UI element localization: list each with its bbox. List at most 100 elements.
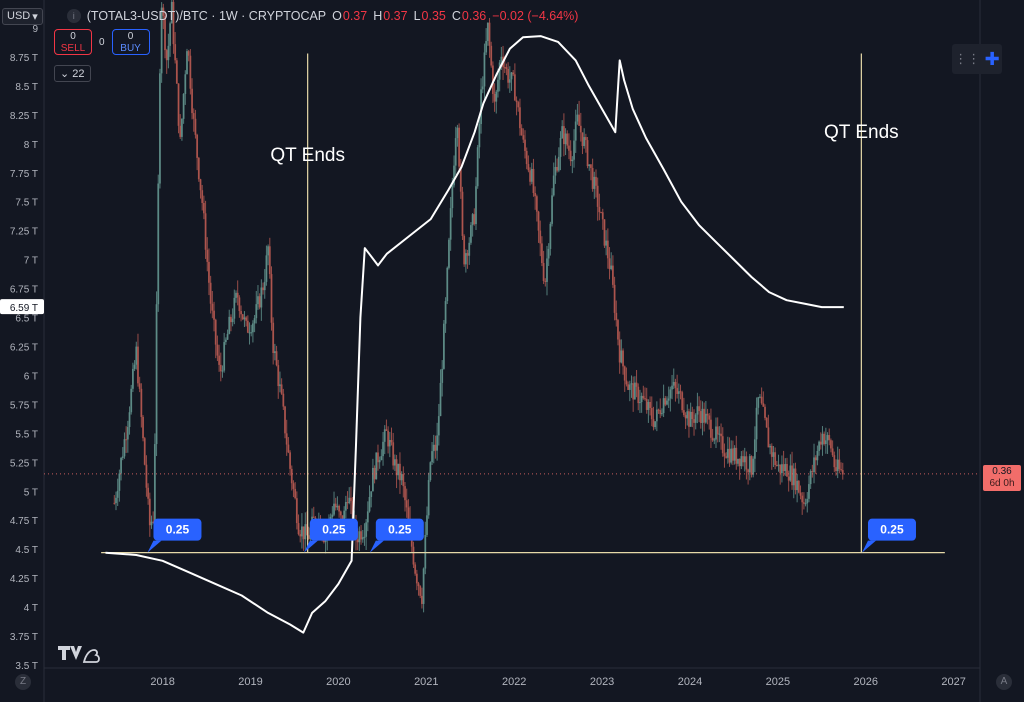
candle-body [478,124,481,148]
candle-body [255,304,258,319]
candle-body [576,114,579,122]
candle-body [150,521,153,526]
candle-body [615,312,618,321]
candle-body [360,531,362,540]
candle-body [294,488,297,499]
candle-body [544,280,547,282]
candle-body [612,265,614,285]
candle-body [645,398,648,410]
candle-body [583,137,586,147]
callout-box [153,518,202,541]
candle-body [272,322,275,354]
callout-pointer [147,540,162,553]
candle-body [806,498,809,504]
candle-body [808,484,810,499]
candle-body [128,412,131,428]
candle-body [221,370,224,372]
candle-body [358,531,361,543]
candle-body [789,465,792,481]
candle-body [519,107,521,129]
grid-dots-icon[interactable]: ⋮⋮ [954,51,981,66]
candle-body [253,318,256,324]
candle-body [517,102,520,108]
candle-body [620,350,623,363]
candle-body [826,435,829,441]
y-tick-label: 5.5 T [15,429,38,440]
candle-body [745,456,748,470]
candle-body [716,426,719,435]
candle-body [380,456,383,461]
candle-body [301,526,303,537]
sell-button[interactable]: 0 SELL [54,29,92,55]
candle-body [507,68,510,83]
candle-body [569,150,572,162]
currency-label: USD [7,10,31,22]
candle-body [552,175,555,196]
candle-body [562,126,565,145]
candle-body [637,386,640,404]
candle-body [508,79,511,83]
candle-body [573,140,575,160]
candle-body [280,384,283,394]
crosshair-icon[interactable]: ✚ [984,48,1000,69]
candle-body [586,140,589,167]
candle-body [422,568,425,604]
candle-body [338,505,340,512]
candle-body [554,166,557,176]
symbol-title[interactable]: (TOTAL3-USDT)/BTC · 1W · CRYPTOCAP [86,9,327,23]
candle-body [618,339,621,363]
candle-body [417,583,420,587]
drawing-toolbar[interactable]: ⋮⋮ ✚ [952,44,1002,74]
candle-body [404,486,406,501]
chevron-down-icon: ⌄ [60,68,70,80]
candle-body [473,214,476,225]
candle-body [492,65,494,94]
candle-body [346,502,349,504]
candle-body [273,351,276,354]
candle-body [630,383,633,385]
buy-button[interactable]: 0 BUY [111,29,150,55]
candle-body [164,15,166,51]
candle-body [671,385,673,390]
y-tick-label: 7.75 T [10,169,38,180]
candle-body [429,462,432,481]
auto-scale-button[interactable]: A [996,674,1012,690]
candle-body [547,248,550,259]
tradingview-logo-icon[interactable] [56,640,102,666]
callout-label: 0.25 [880,523,904,537]
candle-body [704,413,707,423]
candle-body [639,402,641,404]
candle-body [481,86,484,90]
candle-body [209,282,212,304]
candle-body [307,535,310,539]
candle-body [593,176,596,189]
candle-body [177,83,180,126]
timezone-button[interactable]: Z [15,674,31,690]
candle-body [262,287,264,291]
candle-body [737,458,739,464]
trade-panel: 0 SELL 0 0 BUY [54,29,150,55]
indicators-toggle[interactable]: ⌄ 22 [54,65,91,82]
currency-selector[interactable]: USD ▾ [2,7,43,25]
candle-body [333,503,335,515]
y-tick-label: 4.75 T [10,516,38,527]
candle-body [297,523,300,535]
candle-body [627,384,630,390]
candle-body [816,450,819,461]
candle-body [162,7,165,16]
candle-body [115,497,117,504]
candle-body [688,411,690,427]
candle-body [419,586,422,596]
candle-body [804,503,807,505]
candle-body [774,452,777,466]
candle-body [767,427,770,448]
candle-body [270,274,273,323]
candle-body [120,457,122,474]
candle-body [742,456,744,463]
candle-body [439,382,442,417]
candle-body [368,496,371,512]
candle-body [441,368,444,383]
candle-body [186,51,188,75]
